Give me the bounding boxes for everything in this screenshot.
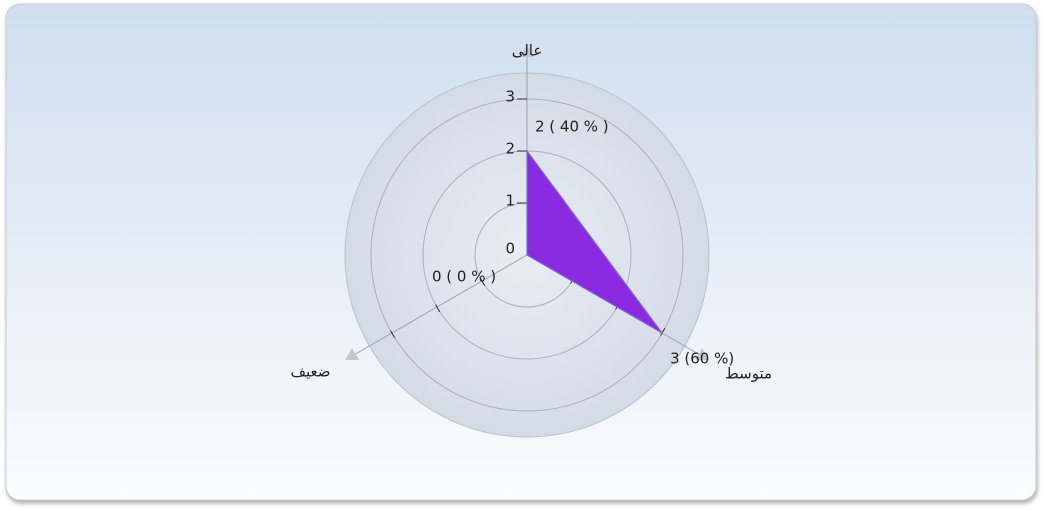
y-tick-label: 0 — [505, 240, 515, 258]
tick-mark — [390, 330, 396, 339]
category-label: عالی — [512, 42, 543, 60]
category-label: ضعیف — [291, 363, 331, 381]
y-tick-label: 3 — [505, 88, 515, 106]
y-tick-label: 2 — [505, 140, 515, 158]
radar-area — [526, 149, 663, 334]
y-tick-label: 1 — [505, 192, 515, 210]
value-label: 2 ( 40 % ) — [535, 118, 609, 136]
category-label: متوسط — [725, 365, 772, 383]
value-label: 3 (60 %) — [670, 350, 734, 368]
axis-arrow — [520, 45, 534, 57]
tick-mark — [435, 304, 441, 313]
tick-mark — [480, 278, 486, 287]
axis-arrow — [694, 347, 709, 361]
axis-arrow — [345, 347, 360, 361]
tick-mark — [660, 327, 666, 336]
axis-line — [355, 254, 528, 355]
value-label: 0 ( 0 % ) — [432, 268, 496, 286]
